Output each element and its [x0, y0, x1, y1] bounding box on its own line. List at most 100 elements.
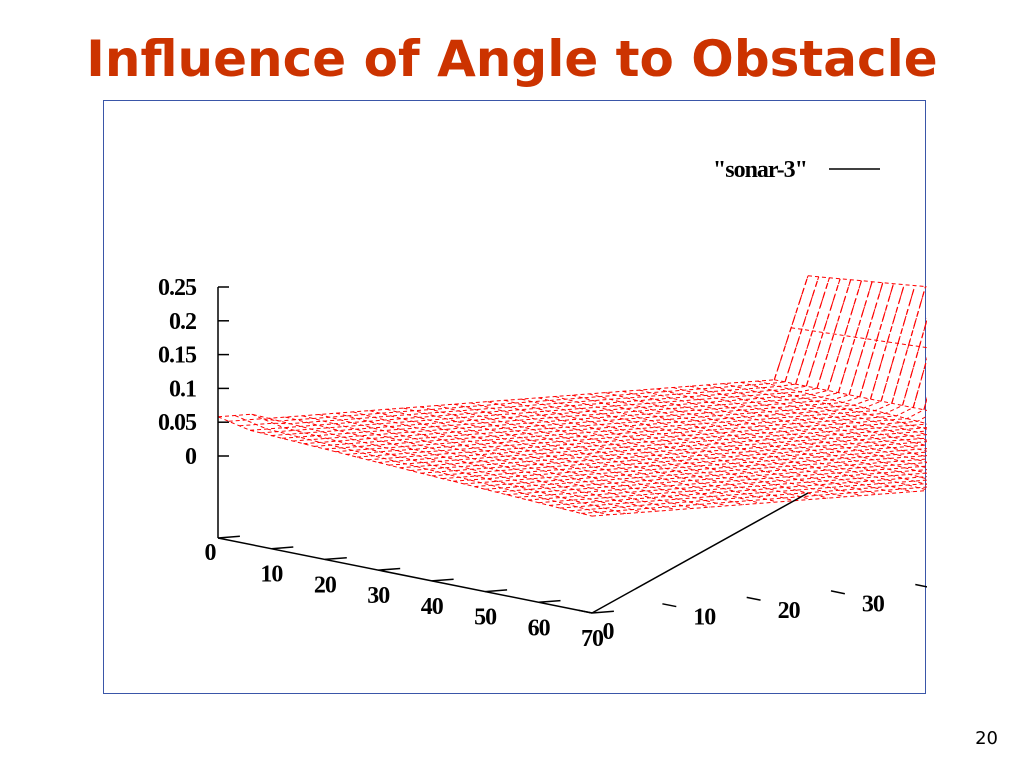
surface-line-x — [495, 458, 927, 493]
legend: "sonar-3" — [713, 157, 880, 183]
surface-wall-line — [816, 279, 852, 389]
surface-line-x — [260, 279, 852, 434]
y-tick — [746, 596, 761, 601]
y-tick — [830, 590, 846, 595]
surface-line-y — [369, 410, 744, 506]
z-tick-label: 0.05 — [158, 410, 197, 436]
surface-line-x — [239, 277, 830, 427]
surface-line-x — [442, 441, 927, 480]
surface-line-y — [302, 415, 677, 511]
surface-line-x — [217, 275, 809, 419]
surface-line-y — [723, 383, 927, 436]
y-tick — [577, 609, 593, 614]
surface-wall-line — [901, 317, 927, 406]
surface-line-x — [453, 444, 927, 482]
surface-line-y — [436, 405, 812, 500]
surface-line-y — [521, 398, 896, 494]
x-tick — [324, 557, 347, 561]
x-tick — [217, 535, 240, 539]
x-tick-label: 20 — [314, 572, 337, 598]
x-tick-label: 0 — [205, 540, 217, 566]
surface-line-x — [463, 448, 927, 485]
surface-line-y — [588, 393, 927, 480]
surface-line-y — [774, 379, 927, 411]
plot-axes — [217, 287, 809, 614]
surface-line-y — [672, 387, 927, 452]
plot-frame: 0 0.05 0.1 0.15 0.2 0.25 0 10 20 30 40 50 60 70 0 10 20 3… — [103, 100, 927, 694]
surface-line-x — [314, 284, 905, 447]
surface-line-x — [581, 486, 927, 514]
surface-line-x — [324, 285, 916, 450]
surface-line-y — [538, 397, 913, 493]
surface-line-x — [282, 281, 873, 439]
z-tick-label: 0 — [185, 444, 197, 470]
surface-line-y — [251, 413, 626, 515]
y-tick — [662, 603, 677, 608]
x-tick-label: 60 — [528, 615, 551, 641]
surface-line-y — [234, 415, 610, 516]
x-tick — [378, 567, 401, 571]
x-tick — [431, 578, 454, 582]
y-axis-line — [591, 492, 809, 614]
page-number: 20 — [975, 728, 998, 749]
surface-line-x — [303, 283, 894, 445]
surface-wall-line — [795, 277, 830, 385]
surface-wall-line — [923, 396, 927, 410]
surface-line-x — [410, 430, 927, 471]
x-tick-label: 40 — [421, 594, 444, 620]
x-tick-label: 50 — [474, 605, 497, 631]
surface-line-x — [527, 469, 927, 501]
surface-line-x — [591, 490, 927, 517]
x-tick-label: 30 — [367, 583, 390, 609]
slide-title: Influence of Angle to Obstacle — [86, 30, 938, 88]
surface-line-x — [399, 427, 927, 469]
surface-line-y — [656, 388, 927, 458]
surface-line-x — [506, 462, 927, 496]
surface-line-x — [420, 434, 927, 474]
surface-line-x — [485, 455, 927, 490]
x-tick — [485, 589, 508, 593]
surface-line-x — [559, 479, 927, 509]
surface-line-x — [292, 282, 884, 442]
surface-line-x — [474, 451, 927, 488]
x-tick — [271, 546, 294, 550]
z-tick-label: 0.25 — [158, 275, 197, 301]
surface-line-y — [453, 403, 829, 499]
surface-wall-line — [784, 276, 820, 383]
surface-wall-line — [912, 356, 927, 408]
surface-line-x — [250, 278, 841, 431]
z-tick-label: 0.15 — [158, 343, 197, 369]
surface-line-y — [318, 414, 694, 509]
surface-line-x — [570, 483, 927, 512]
surface-line-y — [335, 412, 711, 508]
surface-line-x — [549, 476, 927, 506]
surface-line-x — [356, 357, 927, 458]
x-tick-label: 70 — [581, 626, 604, 652]
surface-line-y — [285, 416, 660, 512]
surface-line-x — [228, 276, 820, 422]
surface-line-x — [388, 423, 927, 466]
surface-line-x — [271, 280, 862, 437]
surface-wall-line — [773, 275, 809, 380]
surface-line-y — [386, 408, 761, 504]
surface-line-y — [740, 381, 927, 430]
x-tick-label: 10 — [260, 562, 283, 588]
y-tick-label: 10 — [693, 605, 716, 631]
surface-line-y — [639, 389, 927, 463]
surface-line-y — [571, 394, 927, 485]
x-axis-line — [217, 537, 593, 614]
z-tick-label: 0.1 — [169, 376, 196, 402]
surface-line-x — [431, 437, 927, 477]
surface-line-y — [352, 411, 728, 507]
y-tick-label: 0 — [603, 619, 615, 645]
surface-mesh — [217, 275, 927, 517]
y-tick — [915, 583, 927, 588]
surface-line-x — [538, 472, 927, 504]
z-tick-label: 0.2 — [169, 309, 196, 335]
surface-line-y — [403, 407, 778, 503]
surface-line-y — [487, 401, 862, 497]
surface-wall-line — [805, 278, 841, 387]
surface-line-y — [217, 416, 593, 517]
surface-line-x — [367, 396, 927, 461]
